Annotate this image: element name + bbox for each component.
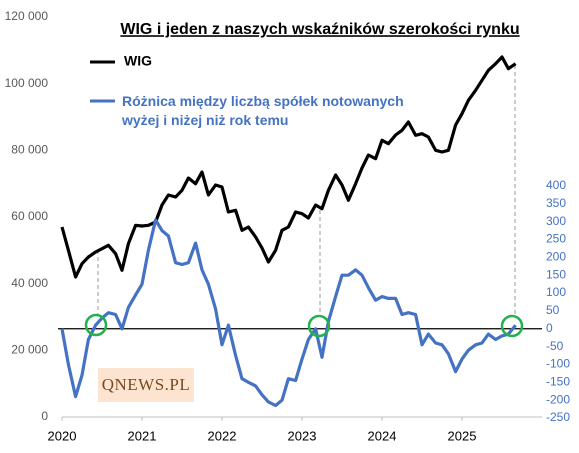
y-tick-label: 0	[41, 409, 48, 423]
y2-tick-label: 100	[546, 285, 566, 299]
y-tick-label: 80 000	[11, 143, 48, 157]
series-line	[60, 55, 517, 279]
y2-tick-label: 300	[546, 214, 566, 228]
y-tick-label: 20 000	[11, 343, 48, 357]
x-tick-label: 2023	[288, 428, 317, 443]
legend-label: Różnica między liczbą spółek notowanych …	[122, 93, 404, 128]
x-tick-label: 2021	[128, 428, 157, 443]
x-tick-label: 2025	[448, 428, 477, 443]
y2-tick-label: -50	[546, 339, 564, 353]
logo: QNEWS.PL	[98, 368, 194, 402]
annotation-circles	[84, 313, 524, 338]
y-tick-label: 120 000	[5, 9, 49, 23]
annotation-circle	[500, 314, 524, 338]
plot	[58, 55, 542, 421]
x-tick-label: 2024	[368, 428, 397, 443]
y2-tick-label: -100	[546, 357, 570, 371]
y2-tick-label: -200	[546, 392, 570, 406]
y2-tick-label: -250	[546, 410, 570, 424]
x-tick-label: 2020	[48, 428, 77, 443]
x-tick-label: 2022	[208, 428, 237, 443]
y2-tick-label: 150	[546, 267, 566, 281]
legend-label: WIG	[124, 53, 152, 69]
annotation-lines	[97, 65, 516, 316]
annotation-circle	[307, 314, 331, 338]
series-line	[60, 218, 517, 408]
annotation-circle	[84, 313, 108, 337]
y2-tick-label: 50	[546, 303, 560, 317]
y2-tick-label: 350	[546, 196, 566, 210]
y2-tick-label: 0	[546, 321, 553, 335]
chart-title: WIG i jeden z naszych wskaźników szeroko…	[120, 21, 519, 38]
y-tick-label: 60 000	[11, 209, 48, 223]
y2-tick-label: 200	[546, 250, 566, 264]
y-tick-label: 40 000	[11, 276, 48, 290]
y2-tick-label: 250	[546, 232, 566, 246]
y-tick-label: 100 000	[5, 76, 49, 90]
y2-tick-label: 400	[546, 178, 566, 192]
y2-tick-label: -150	[546, 374, 570, 388]
